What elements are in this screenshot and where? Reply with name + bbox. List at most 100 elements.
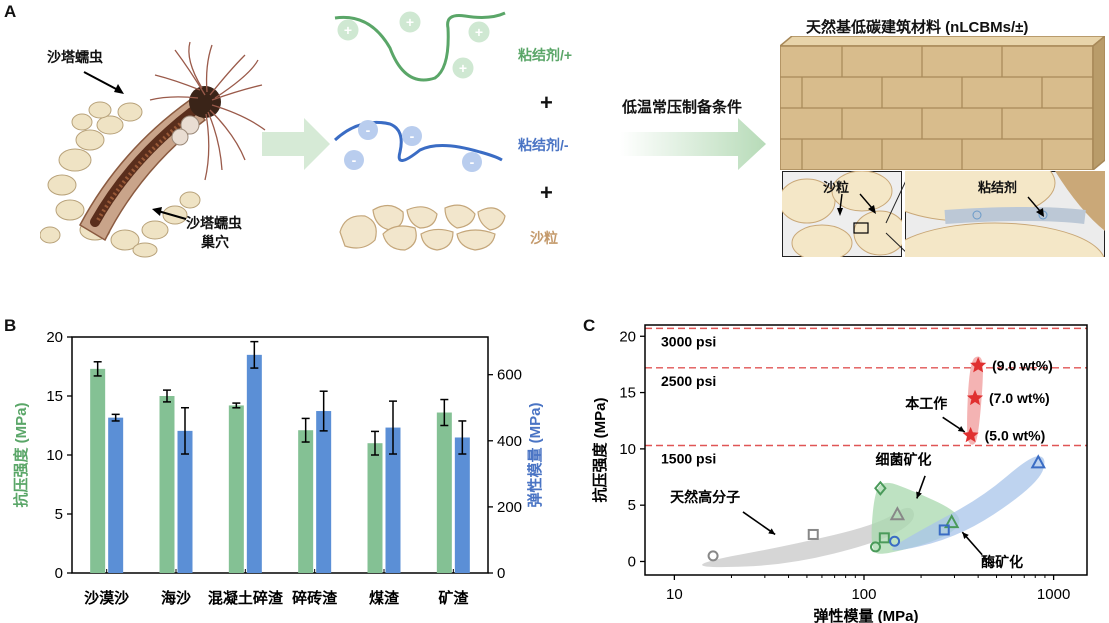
inset-sand-label: 沙粒	[823, 180, 850, 195]
y-right-axis-label: 弹性模量 (MPa)	[526, 402, 544, 507]
point-star	[966, 389, 984, 406]
inset-binder-closeup	[905, 171, 1105, 257]
x-tick-label: 1000	[1037, 586, 1070, 603]
bar-modulus	[246, 354, 262, 573]
svg-text:-: -	[470, 154, 475, 170]
y-right-tick-label: 400	[497, 433, 522, 450]
panel-b-letter: B	[4, 316, 17, 335]
inset-sand-arrows	[837, 193, 876, 216]
nest-label-line2: 巢穴	[201, 234, 229, 250]
region-label: 酶矿化	[981, 554, 1023, 570]
worm-pointer-arrow	[83, 71, 124, 94]
brick-wall-graphic	[780, 36, 1105, 170]
binder-positive-label: 粘结剂/+	[518, 47, 573, 63]
region-label: 天然高分子	[670, 489, 740, 505]
bar-modulus	[108, 417, 124, 573]
x-category-label: 碎砖渣	[292, 589, 338, 607]
svg-text:-: -	[352, 152, 357, 168]
svg-text:+: +	[406, 14, 414, 30]
region-天然高分子	[702, 507, 914, 568]
point-label: (5.0 wt%)	[985, 427, 1046, 443]
bar-strength	[90, 368, 106, 573]
nest-pointer-arrow	[152, 207, 187, 220]
bar-strength	[159, 396, 175, 573]
sand-label: 沙粒	[530, 230, 558, 246]
psi-label: 3000 psi	[661, 333, 716, 349]
y-tick-label: 10	[619, 441, 636, 458]
plus-sign-2: +	[540, 180, 553, 205]
region-pointer-head	[962, 532, 969, 539]
y-axis-label: 抗压强度 (MPa)	[591, 397, 609, 502]
y-right-tick-label: 0	[497, 565, 505, 582]
point-square	[807, 528, 819, 540]
bar-modulus	[316, 411, 332, 573]
region-pointer	[742, 511, 776, 536]
point-triangle	[943, 513, 960, 529]
material-title: 天然基低碳建筑材料 (nLCBMs/±)	[806, 19, 1029, 36]
sandcastle-worm-illustration	[40, 41, 266, 258]
binder-positive-graphic: + + + +	[334, 11, 506, 82]
point-circle	[870, 541, 882, 553]
region-酶矿化	[892, 456, 1045, 551]
point-square	[878, 532, 890, 544]
bar-strength	[436, 412, 452, 573]
point-circle	[889, 535, 901, 547]
y-left-axis-label: 抗压强度 (MPa)	[12, 402, 30, 507]
plot-frame	[71, 336, 489, 574]
panel-c-scatter-chart: 3000 psi 2500 psi 1500 psi 0 5 10 15 20 10 100 100…	[591, 324, 1088, 623]
point-label: (7.0 wt%)	[989, 390, 1050, 406]
bar-strength	[367, 443, 383, 573]
point-label: (9.0 wt%)	[992, 358, 1053, 374]
nest-label-line1: 沙塔蠕虫	[186, 215, 242, 231]
x-category-label: 沙漠沙	[84, 589, 129, 607]
y-left-tick-label: 10	[46, 447, 63, 464]
x-category-label: 煤渣	[369, 589, 400, 607]
point-square	[938, 524, 950, 536]
y-left-tick-label: 20	[46, 329, 63, 346]
y-left-tick-label: 5	[55, 506, 63, 523]
point-star	[970, 357, 987, 373]
y-tick-label: 0	[628, 553, 636, 570]
point-star	[962, 426, 979, 443]
svg-text:+: +	[344, 22, 352, 38]
inset-sand-closeup	[782, 171, 902, 257]
y-left-tick-label: 15	[46, 388, 63, 405]
panel-c-letter: C	[583, 316, 596, 335]
bar-modulus	[454, 437, 470, 573]
plus-sign-1: +	[540, 90, 553, 115]
point-triangle	[1030, 454, 1046, 469]
region-pointer-head	[916, 491, 922, 499]
region-label: 细菌矿化	[876, 452, 932, 468]
psi-label: 2500 psi	[661, 373, 716, 389]
y-left-tick-label: 0	[55, 565, 63, 582]
region-pointer-head	[768, 528, 776, 535]
x-axis-label: 弹性模量 (MPa)	[813, 607, 918, 623]
inset-binder-arrow	[1027, 196, 1044, 217]
svg-text:+: +	[475, 24, 483, 40]
bar-strength	[298, 430, 314, 573]
region-pointer-head	[957, 425, 965, 432]
point-circle	[707, 550, 719, 562]
svg-text:+: +	[459, 60, 467, 76]
psi-label: 1500 psi	[661, 450, 716, 466]
process-arrow-2	[620, 118, 766, 170]
bar-strength	[228, 405, 244, 573]
bar-modulus	[177, 430, 193, 573]
sand-grains-graphic	[339, 204, 506, 251]
y-tick-label: 15	[619, 385, 636, 402]
x-category-label: 海沙	[161, 589, 191, 607]
process-arrow-1	[262, 118, 330, 170]
binder-negative-label: 粘结剂/-	[518, 137, 569, 153]
plot-frame	[644, 324, 1088, 576]
x-tick-label: 10	[666, 586, 683, 603]
inset-binder-label: 粘结剂	[978, 180, 1018, 195]
y-right-tick-label: 600	[497, 367, 522, 384]
y-right-tick-label: 200	[497, 499, 522, 516]
bar-modulus	[385, 427, 401, 573]
svg-text:-: -	[410, 128, 415, 144]
svg-text:-: -	[366, 122, 371, 138]
x-category-label: 混凝土碎渣	[208, 589, 284, 607]
x-category-label: 矿渣	[438, 589, 469, 607]
point-diamond	[874, 480, 887, 496]
y-tick-label: 5	[628, 497, 636, 514]
